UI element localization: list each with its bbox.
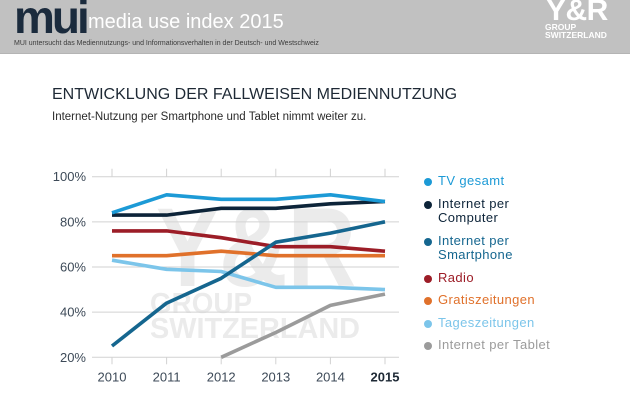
- y-tick-label: 20%: [60, 350, 86, 365]
- brand-logo-line2: SWITZERLAND: [545, 30, 607, 40]
- legend-label-line: Internet per: [438, 233, 510, 248]
- x-tick-label: 2015: [371, 370, 400, 385]
- series-line-tv-gesamt: [111, 193, 386, 215]
- series-lines: [110, 193, 386, 359]
- series-line-internet-per-computer: [112, 199, 386, 217]
- legend-label-line: Radio: [438, 270, 474, 285]
- legend-label-line: Tageszeitungen: [438, 315, 535, 330]
- y-tick-label: 40%: [60, 305, 86, 320]
- legend-label: TV gesamt: [438, 174, 504, 188]
- series-line-gratiszeitungen: [112, 249, 385, 258]
- legend-dot-icon: [424, 201, 432, 209]
- legend-dot-icon: [424, 342, 432, 350]
- legend-label: Internet per Tablet: [438, 338, 550, 352]
- header-banner: mui media use index 2015 MUI untersucht …: [0, 0, 630, 54]
- series-line-internet-per-smartphone: [110, 220, 386, 348]
- header-subtitle: MUI untersucht das Mediennutzungs- und I…: [14, 40, 319, 47]
- legend-label: Tageszeitungen: [438, 316, 535, 330]
- gridlines: [92, 176, 399, 358]
- axis-ticks: [111, 168, 386, 365]
- series-line-internet-per-tablet: [220, 292, 386, 359]
- legend-dot-icon: [424, 275, 432, 283]
- legend-label: Internet per Computer: [438, 197, 509, 225]
- y-tick-label: 80%: [60, 214, 86, 229]
- legend-label-line: Internet per Tablet: [438, 337, 551, 352]
- brand-logo-main: Y&R: [546, 0, 608, 27]
- legend-dot-icon: [424, 320, 432, 328]
- legend-label-line: Smartphone: [438, 247, 513, 262]
- chart-subtitle: Internet-Nutzung per Smartphone und Tabl…: [52, 111, 367, 123]
- y-axis-labels: 100% 80% 60% 40% 20%: [53, 169, 87, 365]
- x-tick-label: 2014: [316, 370, 345, 385]
- series-line-radio: [112, 229, 386, 253]
- legend-label-line: Gratiszeitungen: [438, 292, 536, 307]
- x-tick-label: 2013: [261, 370, 290, 385]
- x-tick-label: 2011: [153, 370, 181, 385]
- legend-label-line: Internet per: [438, 196, 510, 211]
- legend-dot-icon: [424, 178, 432, 186]
- legend-label-line: Computer: [438, 210, 499, 225]
- y-tick-label: 60%: [60, 260, 86, 275]
- watermark-line2: SWITZERLAND: [150, 313, 360, 345]
- legend-label: Radio: [438, 271, 474, 285]
- header-title: media use index 2015: [88, 11, 284, 33]
- x-axis-labels: 2010 2011 2012 2013 2014 2015: [98, 370, 400, 385]
- legend-dot-icon: [424, 238, 432, 246]
- brand-logo-line1: GROUP: [545, 22, 577, 32]
- mui-logo: mui: [14, 0, 90, 43]
- chart-title: ENTWICKLUNG DER FALLWEISEN MEDIENNUTZUNG: [52, 86, 458, 103]
- legend-label: Gratiszeitungen: [438, 293, 535, 307]
- legend-label-line: TV gesamt: [438, 173, 505, 188]
- y-tick-label: 100%: [53, 169, 87, 184]
- legend-label: Internet per Smartphone: [438, 234, 513, 262]
- series-line-tageszeitungen: [111, 258, 386, 292]
- legend-dot-icon: [424, 297, 432, 305]
- x-tick-label: 2010: [98, 370, 127, 385]
- x-tick-label: 2012: [207, 370, 236, 385]
